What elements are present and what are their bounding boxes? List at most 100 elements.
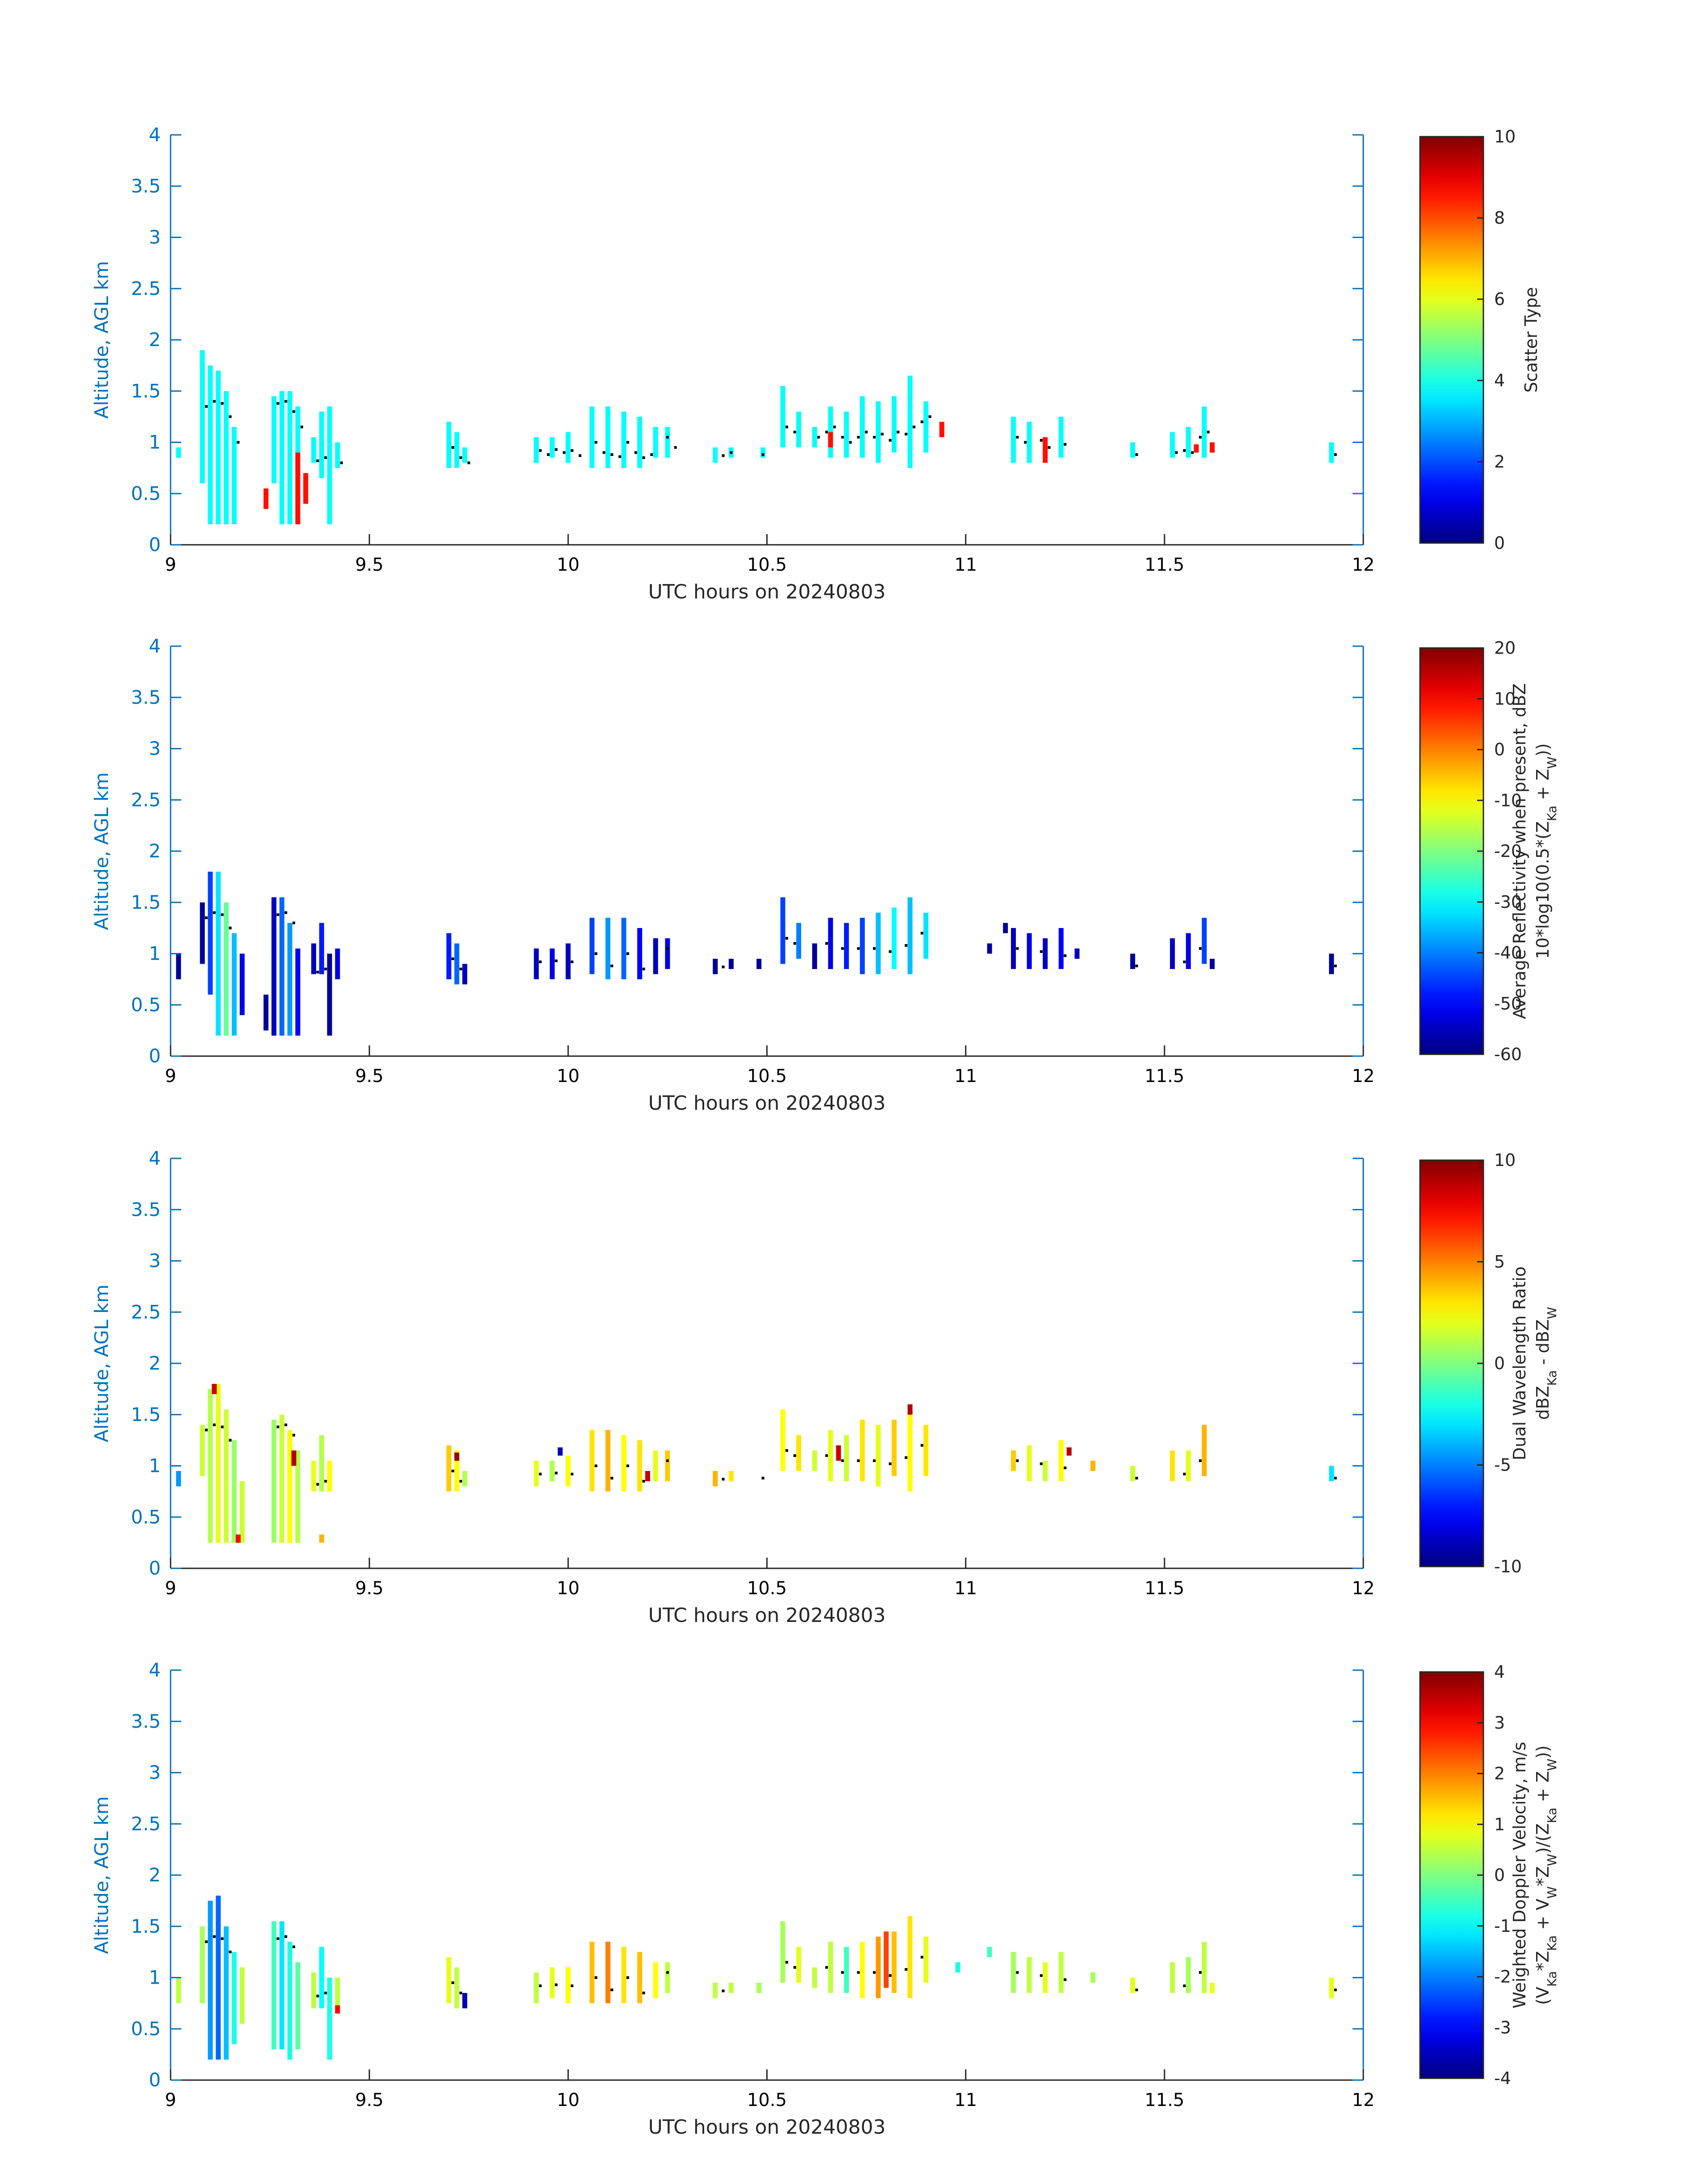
marker-point (897, 430, 900, 434)
marker-point (666, 1459, 669, 1462)
y-tick-label: 3 (149, 738, 161, 760)
marker-point (1135, 1989, 1138, 1991)
marker-point (1040, 439, 1043, 442)
y-tick-label: 0 (149, 1045, 161, 1067)
marker-point (229, 415, 232, 418)
heatmap-cell (876, 401, 881, 463)
heatmap-cell (239, 1967, 245, 2024)
heatmap-cell (1329, 953, 1334, 974)
marker-point (1016, 436, 1019, 439)
heatmap-cell (263, 994, 269, 1031)
marker-point (1135, 965, 1138, 967)
marker-point (1135, 453, 1138, 456)
colorbar-tick-label: 0 (1494, 533, 1505, 553)
marker-point (1199, 436, 1202, 439)
marker-point (873, 436, 876, 439)
heatmap-cell (860, 396, 865, 458)
y-axis-label: Altitude, AGL km (91, 772, 113, 930)
heatmap-cell (796, 1435, 802, 1471)
heatmap-cell (780, 1409, 785, 1471)
marker-point (571, 960, 574, 963)
marker-point (841, 1459, 844, 1462)
heatmap-cell (891, 1420, 897, 1476)
heatmap-cell (1329, 1977, 1334, 1998)
colorbar-tick-label: -60 (1494, 1045, 1522, 1064)
heatmap-cell (454, 943, 459, 985)
marker-point (825, 430, 828, 434)
heatmap-cells (176, 871, 1334, 1036)
marker-point (905, 433, 908, 436)
marker-point (825, 1966, 828, 1969)
colorbar-tick-label: 0 (1494, 1865, 1505, 1885)
heatmap-cell (1210, 442, 1215, 453)
heatmap-cell (279, 391, 284, 525)
marker-point (610, 1477, 614, 1479)
heatmap-cell (216, 1895, 221, 2060)
marker-point (626, 441, 629, 444)
x-tick-label: 9.5 (355, 555, 384, 575)
marker-point (730, 451, 733, 454)
marker-point (1135, 1477, 1138, 1479)
marker-point (642, 1479, 645, 1483)
heatmap-cell (279, 1921, 284, 2050)
heatmap-cell (728, 959, 734, 969)
heatmap-cell (844, 1947, 849, 1993)
colorbar-tick-label: 4 (1494, 371, 1505, 390)
heatmap-cell (279, 897, 284, 1036)
heatmap-cell (1329, 1466, 1334, 1481)
marker-point (292, 921, 295, 924)
colorbar-tick-label: -40 (1494, 943, 1522, 963)
heatmap-cell (271, 1420, 276, 1543)
heatmap-cell (295, 949, 301, 1036)
heatmap-cell (1090, 1972, 1096, 1983)
heatmap-cell (279, 1414, 284, 1543)
heatmap-cell (621, 1947, 626, 2003)
marker-point (1024, 441, 1027, 444)
marker-point (555, 448, 558, 451)
marker-point (1040, 1462, 1043, 1465)
heatmap-cell (327, 1977, 332, 2060)
marker-point (849, 441, 852, 444)
marker-series (205, 400, 1337, 464)
heatmap-cell (295, 452, 301, 525)
colorbar-label: dBZKa - dBZW (1533, 1307, 1559, 1420)
heatmap-cell (665, 1962, 670, 1993)
heatmap-cell (271, 1921, 276, 2050)
heatmap-cell (550, 437, 555, 458)
marker-point (841, 1971, 844, 1974)
marker-point (650, 453, 653, 456)
marker-point (555, 1471, 558, 1475)
heatmap-cell (713, 1471, 718, 1487)
heatmap-cell (335, 442, 340, 468)
marker-point (221, 1425, 224, 1429)
marker-point (276, 402, 280, 405)
marker-point (276, 913, 280, 916)
colorbar-label: 10*log10(0.5*(ZKa + ZW)) (1533, 743, 1559, 959)
heatmap-cell (1043, 1461, 1048, 1481)
marker-point (1064, 1978, 1067, 1981)
marker-point (610, 965, 614, 967)
heatmap-cell (665, 427, 670, 458)
marker-point (229, 1439, 232, 1442)
marker-point (785, 1449, 788, 1452)
heatmap-cell (1194, 444, 1199, 453)
marker-point (857, 436, 860, 439)
heatmap-cell (446, 422, 451, 468)
marker-point (316, 970, 319, 974)
heatmap-cell (1011, 1450, 1016, 1471)
heatmap-cell (454, 432, 459, 468)
marker-point (618, 455, 622, 458)
y-tick-label: 0.5 (131, 1506, 161, 1528)
heatmap-cell (271, 396, 276, 484)
marker-point (666, 436, 669, 439)
heatmap-cell (955, 1962, 960, 1973)
heatmap-cell (891, 396, 897, 453)
marker-point (539, 449, 542, 452)
marker-point (563, 451, 566, 454)
heatmap-cell (987, 1947, 992, 1957)
heatmap-cell (589, 1430, 595, 1492)
colorbar-tick-label: -5 (1494, 1455, 1511, 1475)
heatmap-cell (1027, 422, 1032, 463)
y-tick-label: 3.5 (131, 1199, 161, 1220)
